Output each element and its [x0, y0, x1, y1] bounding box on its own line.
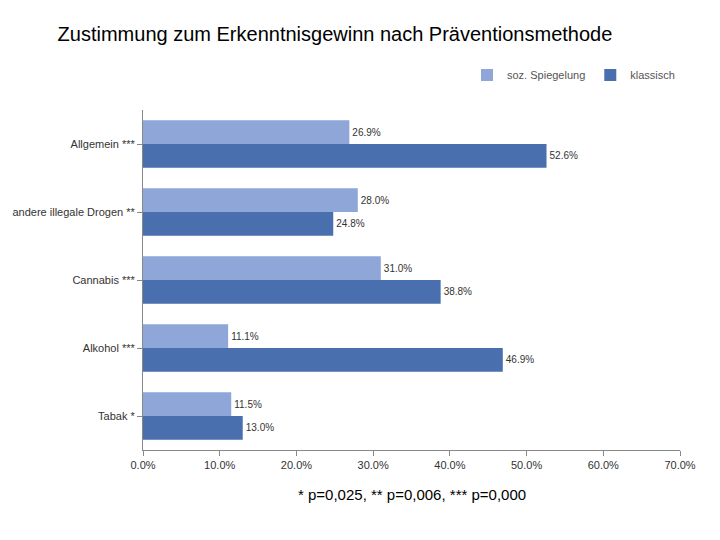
svg-text:40.0%: 40.0%	[434, 459, 465, 471]
svg-text:30.0%: 30.0%	[358, 459, 389, 471]
svg-text:11.5%: 11.5%	[234, 399, 262, 410]
svg-text:Allgemein ***: Allgemein ***	[71, 138, 136, 150]
svg-text:28.0%: 28.0%	[361, 195, 389, 206]
svg-text:24.8%: 24.8%	[336, 218, 364, 229]
svg-text:26.9%: 26.9%	[352, 127, 380, 138]
svg-text:50.0%: 50.0%	[511, 459, 542, 471]
svg-text:60.0%: 60.0%	[588, 459, 619, 471]
svg-text:andere illegale Drogen **: andere illegale Drogen **	[12, 206, 135, 218]
svg-text:52.6%: 52.6%	[550, 150, 578, 161]
svg-text:Tabak *: Tabak *	[98, 410, 135, 422]
svg-text:* p=0,025, ** p=0,006, *** p=0: * p=0,025, ** p=0,006, *** p=0,000	[298, 486, 526, 503]
svg-text:38.8%: 38.8%	[444, 286, 472, 297]
svg-text:Alkohol ***: Alkohol ***	[83, 342, 136, 354]
svg-text:31.0%: 31.0%	[384, 263, 412, 274]
svg-text:13.0%: 13.0%	[246, 422, 274, 433]
svg-text:10.0%: 10.0%	[204, 459, 235, 471]
svg-text:Cannabis ***: Cannabis ***	[72, 274, 135, 286]
svg-text:20.0%: 20.0%	[281, 459, 312, 471]
svg-text:soz. Spiegelung: soz. Spiegelung	[507, 69, 585, 81]
svg-text:Zustimmung zum Erkenntnisgewin: Zustimmung zum Erkenntnisgewinn nach Prä…	[58, 23, 613, 45]
svg-text:klassisch: klassisch	[630, 69, 675, 81]
svg-text:11.1%: 11.1%	[231, 331, 259, 342]
svg-text:46.9%: 46.9%	[506, 354, 534, 365]
svg-text:70.0%: 70.0%	[664, 459, 695, 471]
svg-text:0.0%: 0.0%	[130, 459, 155, 471]
